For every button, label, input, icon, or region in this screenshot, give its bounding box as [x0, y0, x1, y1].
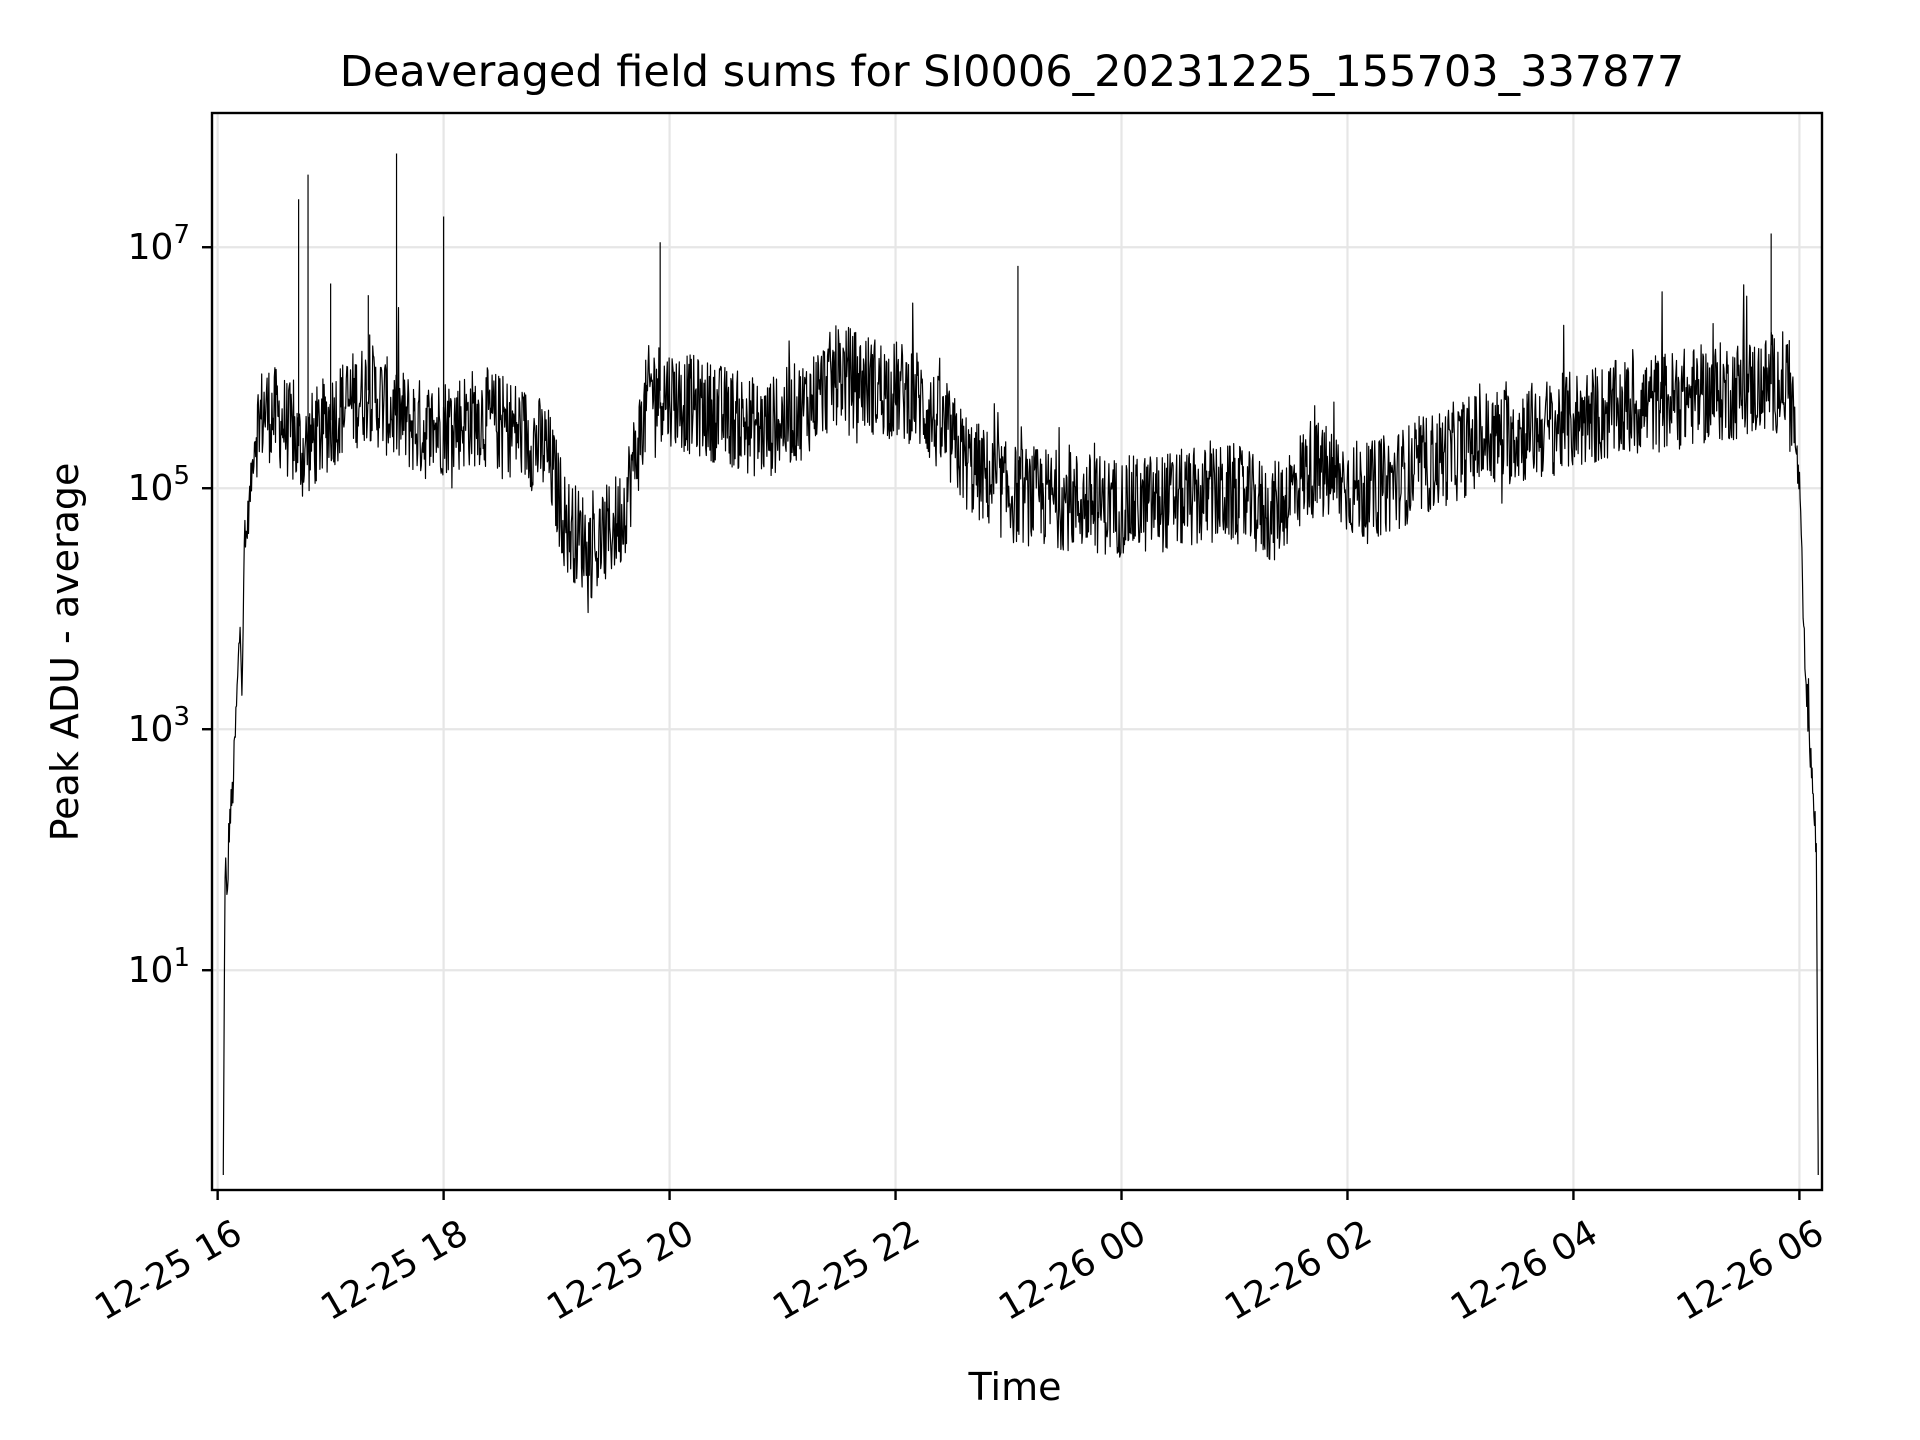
- y-tick-label: 105: [128, 461, 190, 509]
- y-tick-label: 107: [128, 220, 190, 268]
- y-axis-label: Peak ADU - average: [43, 463, 87, 842]
- chart-title: Deaveraged field sums for SI0006_2023122…: [340, 47, 1685, 97]
- x-axis-label: Time: [968, 1365, 1062, 1409]
- plot-frame: [210, 111, 1824, 1192]
- y-axis: 101 103 105 107: [128, 220, 212, 991]
- y-tick-label: 103: [128, 702, 190, 750]
- y-tick-label: 101: [128, 943, 190, 991]
- series-layer: [222, 153, 1819, 1175]
- series-line: [222, 284, 1819, 1175]
